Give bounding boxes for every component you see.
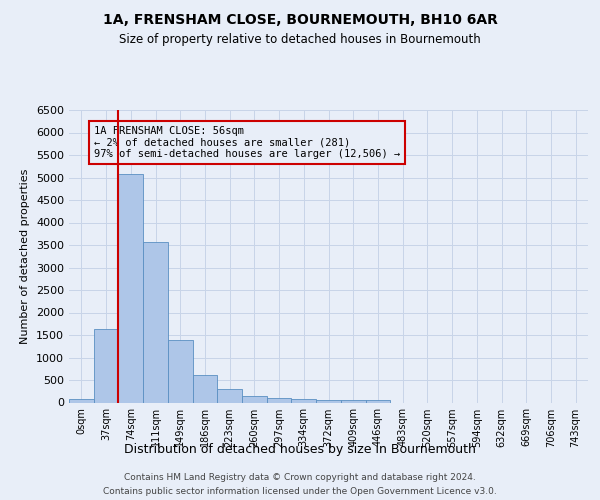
Bar — [118, 174, 143, 402]
Bar — [292, 400, 316, 402]
Text: Contains public sector information licensed under the Open Government Licence v3: Contains public sector information licen… — [103, 488, 497, 496]
Bar — [143, 242, 168, 402]
Bar — [168, 340, 193, 402]
Bar — [193, 374, 217, 402]
Bar — [341, 400, 365, 402]
Text: Contains HM Land Registry data © Crown copyright and database right 2024.: Contains HM Land Registry data © Crown c… — [124, 472, 476, 482]
Text: 1A, FRENSHAM CLOSE, BOURNEMOUTH, BH10 6AR: 1A, FRENSHAM CLOSE, BOURNEMOUTH, BH10 6A… — [103, 12, 497, 26]
Y-axis label: Number of detached properties: Number of detached properties — [20, 168, 31, 344]
Text: Distribution of detached houses by size in Bournemouth: Distribution of detached houses by size … — [124, 442, 476, 456]
Bar — [242, 396, 267, 402]
Bar — [94, 329, 118, 402]
Bar — [217, 390, 242, 402]
Bar — [69, 400, 94, 402]
Text: Size of property relative to detached houses in Bournemouth: Size of property relative to detached ho… — [119, 32, 481, 46]
Text: 1A FRENSHAM CLOSE: 56sqm
← 2% of detached houses are smaller (281)
97% of semi-d: 1A FRENSHAM CLOSE: 56sqm ← 2% of detache… — [94, 126, 400, 159]
Bar — [365, 400, 390, 402]
Bar — [316, 400, 341, 402]
Bar — [267, 398, 292, 402]
